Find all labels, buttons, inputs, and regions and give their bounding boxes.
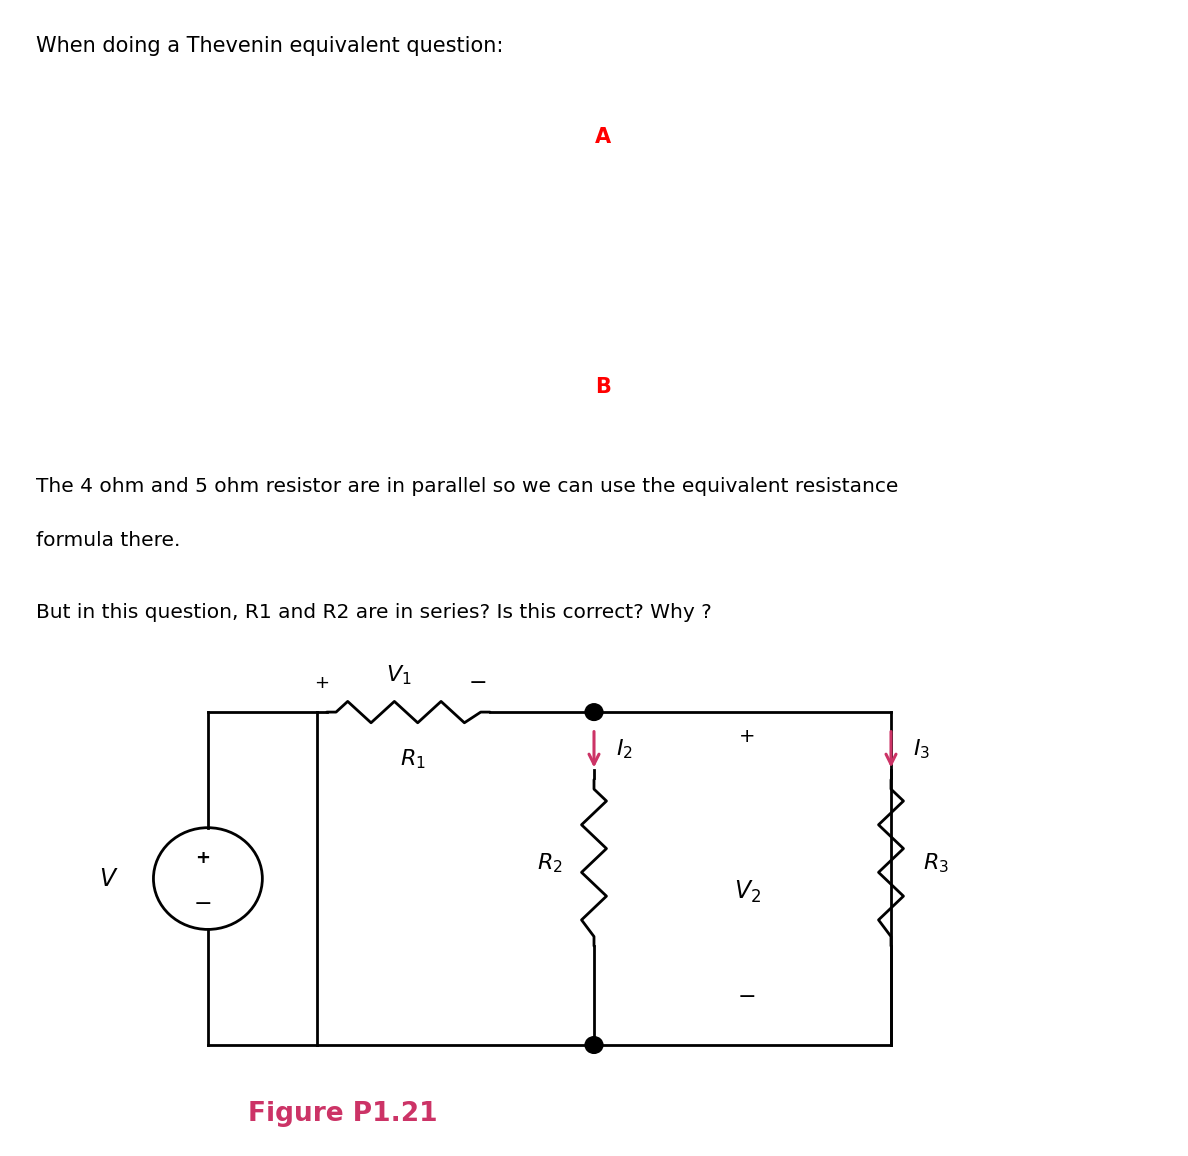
Text: +: + [315,674,329,691]
Text: 5υ: 5υ [492,282,517,302]
Text: 4υ: 4υ [246,124,272,143]
Text: $R_3$: $R_3$ [923,851,948,875]
Text: Ω: Ω [487,134,500,153]
Text: -1: -1 [1069,129,1091,150]
Text: +: + [739,727,756,746]
Text: +: + [196,850,210,867]
Text: $I_3$: $I_3$ [912,738,930,761]
Text: Ω: Ω [537,292,550,310]
Text: −: − [468,673,487,692]
Text: $V_2$: $V_2$ [734,879,762,905]
Text: 9υ: 9υ [442,124,467,143]
Text: A: A [595,127,611,147]
Text: formula there.: formula there. [36,531,181,550]
Text: The 4 ohm and 5 ohm resistor are in parallel so we can use the equivalent resist: The 4 ohm and 5 ohm resistor are in para… [36,477,898,496]
Text: $R_2$: $R_2$ [537,851,562,875]
Circle shape [584,704,602,720]
Text: $V$: $V$ [99,867,119,890]
Text: $V_1$: $V_1$ [386,664,411,687]
Text: But in this question, R1 and R2 are in series? Is this correct? Why ?: But in this question, R1 and R2 are in s… [36,602,712,622]
Text: $I_2$: $I_2$ [615,738,632,761]
Text: −: − [194,895,213,914]
Text: $R_1$: $R_1$ [400,747,426,771]
Text: B: B [595,377,611,397]
Text: Figure P1.21: Figure P1.21 [247,1102,437,1127]
Circle shape [584,1037,602,1053]
Text: When doing a Thevenin equivalent question:: When doing a Thevenin equivalent questio… [36,36,503,57]
Text: Ω: Ω [292,134,304,153]
Text: $\left(\dfrac{1}{4}+\dfrac{1}{5}\right)^{\!\!-1}\!\!+9$: $\left(\dfrac{1}{4}+\dfrac{1}{5}\right)^… [706,254,879,306]
Text: −: − [738,987,757,1007]
